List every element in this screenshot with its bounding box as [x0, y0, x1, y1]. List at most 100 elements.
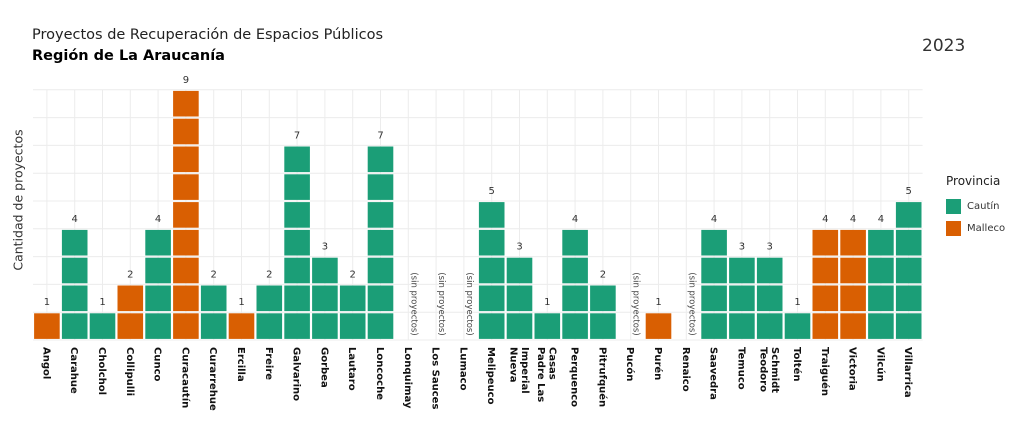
bar-cell-cunco [145, 229, 171, 256]
x-tick-label-line: Cunco [152, 347, 163, 382]
data-label-saavedra: 4 [711, 214, 717, 225]
x-tick-label-line: Villarrica [902, 347, 913, 398]
legend-label-malleco: Malleco [967, 222, 1006, 234]
x-tick-label-line: Lautaro [346, 347, 357, 391]
bar-cell-galvarino [284, 313, 310, 339]
bar-cell-saavedra [701, 257, 727, 284]
bar-cell-traigu-n [812, 257, 839, 284]
bar-cell-galvarino [284, 174, 310, 200]
x-tick-label-line: Imperial [519, 347, 530, 394]
bar-cell-cunco [145, 257, 171, 284]
x-tick-label-collipulli: Collipulli [124, 347, 135, 396]
legend-title: Provincia [946, 174, 1001, 188]
bar-cell-curacaut-n [173, 229, 199, 256]
data-label-angol: 1 [44, 297, 50, 308]
x-tick-label-line: Nueva [507, 347, 518, 383]
x-tick-label-melipeuco: Melipeuco [485, 347, 496, 405]
x-tick-label-curacaut-n: Curacautín [179, 347, 191, 408]
bar-cell-freire [256, 313, 283, 339]
x-tick-label-los-sauces: Los Sauces [430, 347, 441, 409]
bar-cell-victoria [840, 313, 866, 339]
bar-cell-vilc-n [868, 257, 894, 284]
legend-swatch-cautin [946, 198, 961, 214]
data-label-pitrufqu-n: 2 [600, 269, 606, 280]
x-tick-label-line: Perquenco [569, 347, 580, 407]
data-label-carahue: 4 [72, 214, 78, 225]
bar-cell-pur-n [645, 313, 672, 339]
bar-cell-collipulli [117, 285, 144, 312]
x-tick-label-line: Pucón [624, 347, 636, 381]
x-tick-label-line: Padre Las [535, 347, 546, 402]
chart-subtitle: Región de La Araucanía [32, 48, 225, 64]
x-tick-label-line: Traiguén [819, 347, 831, 396]
x-tick-label-cholchol: Cholchol [96, 347, 107, 395]
x-tick-label-line: Lumaco [457, 347, 468, 391]
x-tick-label-temuco: Temuco [735, 347, 746, 390]
bar-cell-carahue [61, 257, 88, 284]
x-tick-label-line: Loncoche [374, 347, 385, 400]
bar-cell-gorbea [312, 313, 338, 339]
bar-cell-freire [256, 285, 283, 312]
data-label-cholchol: 1 [99, 297, 105, 308]
x-tick-label-line: Angol [40, 347, 51, 379]
bar-cell-loncoche [367, 257, 394, 284]
x-tick-label-line: Casas [547, 347, 558, 380]
x-tick-label-line: Gorbea [318, 347, 329, 388]
bar-cell-pitrufqu-n [590, 313, 616, 339]
bar-cell-melipeuco [478, 285, 505, 312]
bar-cell-loncoche [367, 146, 394, 173]
bar-cell-traigu-n [812, 285, 839, 312]
data-label-perquenco: 4 [572, 214, 578, 225]
bar-cell-galvarino [284, 257, 310, 284]
x-tick-label-line: Curacautín [179, 347, 191, 408]
legend-label-cautin: Cautín [967, 200, 1000, 212]
bar-cell-villarrica [895, 313, 922, 339]
x-tick-label-saavedra: Saavedra [708, 347, 719, 400]
bar-cell-curacaut-n [173, 146, 199, 173]
empty-label-renaico: (sin proyectos) [686, 272, 696, 335]
x-tick-label-lonquimay: Lonquimay [402, 347, 413, 409]
x-tick-label-lautaro: Lautaro [346, 347, 357, 391]
bar-cell-loncoche [367, 229, 394, 256]
empty-label-lonquimay: (sin proyectos) [408, 272, 418, 335]
bar-cell-curarrehue [200, 285, 227, 312]
data-label-curacaut-n: 9 [183, 75, 189, 86]
legend-item-cautin: Cautín [946, 196, 1005, 216]
bar-cell-victoria [840, 229, 866, 256]
bar-cell-loncoche [367, 313, 394, 339]
bar-cell-melipeuco [478, 202, 505, 228]
x-tick-label-line: Carahue [68, 347, 79, 394]
bar-cell-perquenco [562, 285, 588, 312]
data-label-freire: 2 [266, 269, 272, 280]
x-tick-label-line: Schmidt [769, 347, 780, 393]
bar-cell-vilc-n [868, 285, 894, 312]
bar-cell-saavedra [701, 285, 727, 312]
data-label-nueva-imperial: 3 [516, 242, 522, 253]
bar-cell-tolt-n [784, 313, 811, 339]
x-tick-label-pitrufqu-n: Pitrufquén [596, 347, 608, 407]
data-label-villarrica: 5 [906, 186, 912, 197]
x-tick-label-line: Renaico [680, 347, 691, 392]
bar-cell-carahue [61, 285, 88, 312]
data-label-cunco: 4 [155, 214, 161, 225]
x-tick-label-gorbea: Gorbea [318, 347, 329, 388]
bar-cell-galvarino [284, 202, 310, 228]
x-tick-label-line: Lonquimay [402, 347, 413, 409]
x-tick-label-line: Ercilla [235, 347, 246, 382]
bar-cell-lautaro [339, 285, 366, 312]
bar-cell-ercilla [228, 313, 255, 339]
bar-cell-lautaro [339, 313, 366, 339]
x-tick-label-tolt-n: Toltén [791, 347, 803, 381]
x-tick-label-line: Vilcún [874, 347, 886, 382]
bar-cell-nueva-imperial [506, 313, 533, 339]
x-tick-label-galvarino: Galvarino [291, 347, 302, 401]
bar-cell-victoria [840, 257, 866, 284]
bar-cell-melipeuco [478, 229, 505, 256]
empty-label-puc-n: (sin proyectos) [631, 272, 641, 335]
x-tick-label-line: Saavedra [708, 347, 719, 400]
bar-cell-curacaut-n [173, 257, 199, 284]
bar-cell-melipeuco [478, 313, 505, 339]
x-tick-label-line: Teodoro [757, 347, 768, 392]
x-tick-label-line: Freire [263, 347, 274, 380]
